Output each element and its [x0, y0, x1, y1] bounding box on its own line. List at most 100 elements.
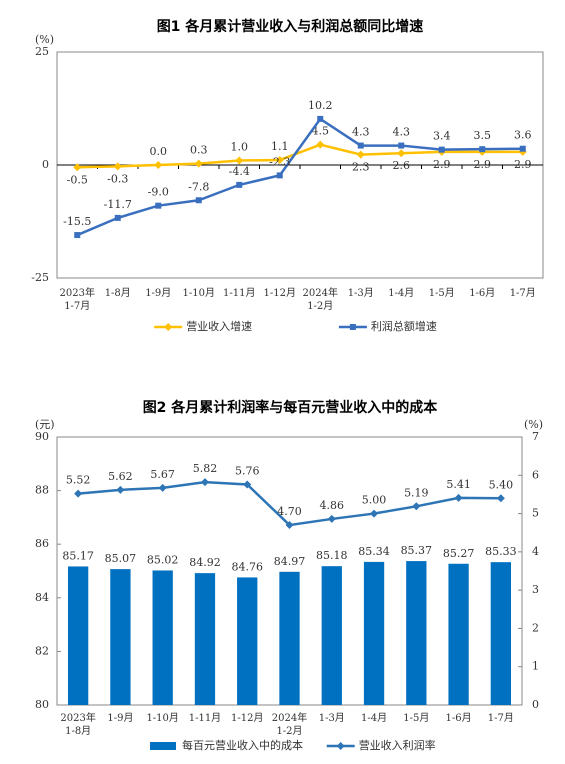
data-label: 4.70: [277, 505, 302, 518]
x-tick-label: 1-12月: [231, 712, 263, 724]
y-tick-label: -25: [31, 271, 49, 284]
y-tick-label: 80: [35, 698, 49, 711]
data-label: 85.18: [316, 549, 348, 562]
data-label: -11.7: [104, 198, 132, 211]
marker: [116, 485, 125, 494]
marker: [479, 146, 486, 153]
bar: [152, 570, 173, 705]
x-tick-label: 1-9月: [107, 712, 133, 724]
marker: [349, 324, 356, 330]
x-tick-label: 1-8月: [105, 287, 131, 299]
marker: [327, 514, 336, 523]
chart-title: 图2 各月累计利润率与每百元营业收入中的成本: [143, 399, 439, 416]
marker: [236, 181, 243, 188]
marker: [164, 323, 173, 331]
bar: [279, 571, 300, 705]
y2-tick-label: 1: [532, 660, 539, 673]
marker: [243, 480, 252, 489]
bar: [110, 569, 131, 705]
y-unit: (元): [35, 418, 55, 431]
data-label: 5.82: [193, 462, 218, 475]
data-label: 3.5: [474, 129, 492, 142]
data-label: 5.40: [489, 478, 514, 491]
data-label: -9.0: [148, 186, 169, 199]
x-tick-label: 1-7月: [488, 712, 514, 724]
y-tick-label: 90: [35, 430, 49, 443]
x-tick-label: 1-6月: [446, 712, 472, 724]
data-label: 84.76: [231, 560, 263, 573]
bar: [406, 561, 427, 705]
marker: [412, 502, 421, 511]
chart-title: 图1 各月累计营业收入与利润总额同比增速: [157, 18, 424, 35]
data-label: -2.3: [269, 155, 290, 168]
bar: [67, 566, 89, 705]
x-tick-label: 1-10月: [183, 287, 215, 299]
marker: [370, 509, 379, 518]
data-label: 0.3: [190, 144, 208, 157]
data-label: 3.4: [433, 130, 451, 143]
y-tick-label: 86: [35, 537, 49, 550]
marker: [398, 142, 405, 149]
x-tick-label: 1-11月: [189, 712, 221, 724]
x-tick-label: 2023年 1-7月: [60, 286, 95, 312]
x-tick-label: 1-6月: [469, 287, 495, 299]
legend-label: 营业收入利润率: [359, 738, 436, 752]
data-label: 4.5: [312, 125, 330, 138]
data-label: 4.3: [352, 126, 370, 139]
marker: [317, 115, 324, 122]
data-label: 5.76: [235, 464, 260, 477]
x-tick-label: 1-7月: [510, 287, 536, 299]
y2-tick-label: 3: [532, 583, 539, 596]
data-label: 85.34: [358, 545, 390, 558]
y-tick-label: 82: [35, 644, 49, 657]
data-label: -0.5: [67, 173, 88, 186]
data-label: -0.3: [107, 172, 128, 185]
x-tick-label: 1-3月: [348, 287, 374, 299]
y2-tick-label: 5: [532, 507, 539, 520]
y-tick-label: 88: [35, 484, 49, 497]
marker: [195, 197, 202, 204]
data-label: -4.4: [229, 165, 250, 178]
bar: [448, 563, 469, 705]
marker: [454, 493, 463, 502]
marker: [519, 145, 526, 152]
data-label: 2.3: [352, 161, 370, 174]
data-label: 85.02: [147, 553, 179, 566]
y2-unit: (%): [524, 418, 543, 431]
bar: [237, 577, 258, 705]
marker: [154, 161, 163, 169]
x-tick-label: 1-3月: [319, 712, 345, 724]
data-label: -15.5: [63, 215, 91, 228]
data-label: 85.33: [485, 545, 517, 558]
y2-tick-label: 2: [532, 621, 539, 634]
data-label: 1.1: [271, 140, 289, 153]
y-tick-label: 84: [35, 591, 49, 604]
marker: [276, 172, 283, 179]
marker: [155, 202, 162, 209]
x-tick-label: 1-5月: [429, 287, 455, 299]
marker: [397, 149, 406, 158]
marker: [357, 142, 364, 149]
bar: [363, 561, 385, 705]
marker: [114, 214, 121, 221]
marker: [336, 742, 345, 750]
marker: [316, 140, 325, 149]
bar: [321, 566, 342, 705]
data-label: 5.00: [362, 494, 387, 507]
x-tick-label: 1-10月: [146, 712, 178, 724]
data-label: 85.37: [401, 544, 433, 557]
line: [76, 117, 523, 237]
data-label: 0.0: [150, 145, 168, 158]
marker: [285, 521, 294, 530]
marker: [158, 483, 167, 492]
data-label: 85.27: [443, 547, 475, 560]
data-label: 1.0: [231, 140, 249, 153]
data-label: -7.8: [188, 180, 209, 193]
data-label: 5.52: [66, 474, 91, 487]
data-label: 5.62: [108, 470, 133, 483]
y2-tick-label: 0: [532, 698, 539, 711]
x-tick-label: 2023年 1-8月: [60, 711, 95, 737]
data-label: 84.97: [274, 555, 306, 568]
data-label: 10.2: [308, 99, 333, 112]
